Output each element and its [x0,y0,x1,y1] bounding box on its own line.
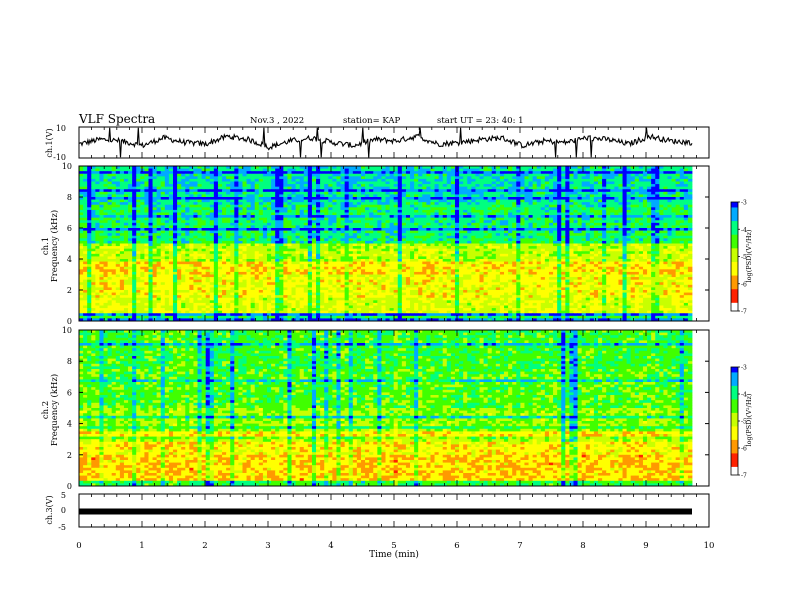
spec1-ytick-label: 8 [67,193,72,202]
ch1-colorbar-label: log(PSD)(V²/Hz) [745,229,753,282]
x-tick-label: 2 [202,541,207,551]
cb2-tick-label: -7 [741,473,747,480]
ch1-ylabel: ch.1(V) [45,128,54,157]
cb1-tick-label: -3 [741,200,747,207]
ch1-waveform-panel: 10 -10 ch.1(V) [45,124,709,162]
ch3-ytick-min: -5 [58,523,66,532]
ch3-waveform-panel: 5 0 -5 ch.3(V) [45,491,709,532]
ch2-ylabel-frequency: Frequency (kHz) [49,374,60,446]
ch1-ylabel-frequency: Frequency (kHz) [49,210,60,282]
header: VLF Spectra Nov.3 , 2022 station= KAP st… [78,112,524,126]
x-tick-label: 9 [643,541,648,551]
ch2-colorbar-label: log(PSD)(V²/Hz) [745,393,753,446]
cb2-tick-label: -3 [741,365,747,372]
ch1-waveform-line [79,128,692,157]
spec2-ytick-label: 4 [67,420,72,429]
spec2-ytick-label: 8 [67,357,72,366]
x-tick-label: 7 [517,541,522,551]
x-tick-label: 0 [76,541,81,551]
x-tick-label: 8 [580,541,585,551]
ch2-colorbar: -3-4-5-6-7 log(PSD)(V²/Hz) [731,365,753,480]
spec1-ytick-label: 2 [67,286,72,295]
ch2-spectrogram [79,330,709,486]
ch1-spectrogram [79,166,709,321]
ch3-ytick-zero: 0 [61,506,66,515]
ch1-ytick-min: -10 [53,153,66,162]
x-tick-label: 6 [454,541,459,551]
x-tick-label: 10 [704,541,715,551]
x-tick-label: 3 [265,541,270,551]
spec2-ytick-label: 10 [62,326,72,335]
x-tick-label: 4 [328,541,333,551]
spec1-ytick-label: 6 [67,224,72,233]
station-label: station= KAP [343,116,401,126]
cb1-tick-label: -7 [741,309,747,316]
x-axis-label: Time (min) [369,549,419,560]
date-label: Nov.3 , 2022 [250,116,304,126]
ch1-ytick-max: 10 [56,124,66,133]
ch3-ylabel: ch.3(V) [45,495,54,524]
x-tick-label: 1 [139,541,144,551]
ch1-colorbar: -3-4-5-6-7 log(PSD)(V²/Hz) [731,200,753,316]
spec2-ytick-label: 2 [67,451,72,460]
start-time-label: start UT = 23: 40: 1 [437,116,524,126]
ch3-waveform-line [79,509,692,515]
spec1-ytick-label: 4 [67,255,72,264]
spec1-ytick-label: 10 [62,162,72,171]
figure-title: VLF Spectra [78,112,155,126]
spec1-ytick-label: 0 [67,317,72,326]
spec2-ytick-label: 0 [67,482,72,491]
ch3-ytick-max: 5 [61,491,66,500]
spec2-ytick-label: 6 [67,388,72,397]
